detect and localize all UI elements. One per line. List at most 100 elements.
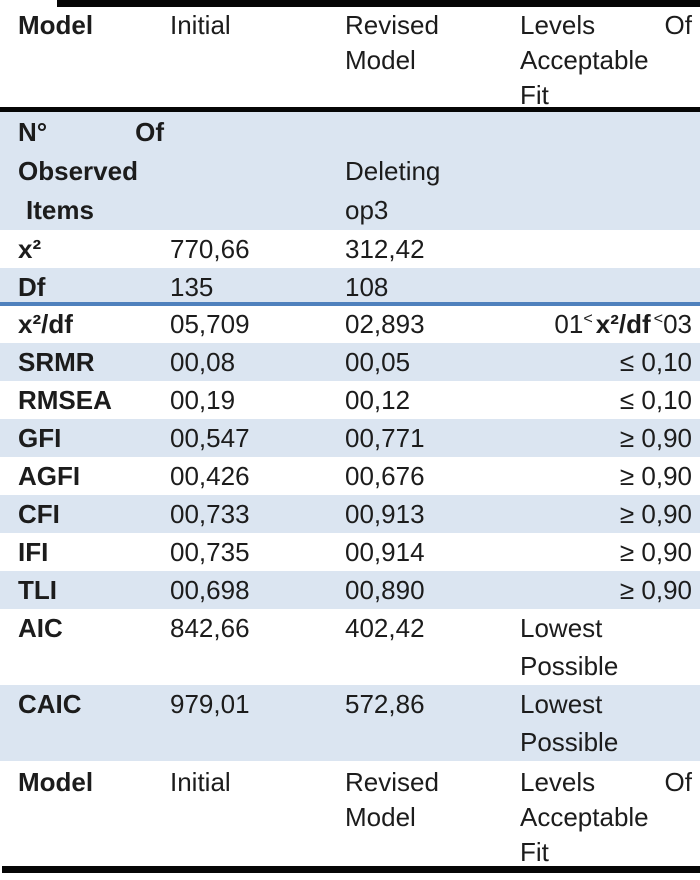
initial-value: 979,01 [170,689,250,719]
table-row-gfi: GFI 00,547 00,771 ≥ 0,90 [0,419,700,457]
row-label: TLI [18,575,57,605]
table-bottom-border [2,866,700,873]
fit-ratio-label: x²/df [595,309,651,339]
possible-line: Possible [520,651,619,681]
table-row-chi2-df: x²/df 05,709 02,893 01< x²/df <03 [0,306,700,343]
header-of-word: Of [664,10,692,40]
table-row-aic: AIC 842,66 402,42 Lowest Possible [0,609,700,685]
fit-criterion [520,268,700,302]
initial-value: 00,426 [170,461,250,491]
deleting-line: Deleting [345,156,441,186]
fit-criterion: ≤ 0,10 [619,347,692,377]
revised-value: 00,05 [345,347,411,377]
less-than-sign: < [653,309,664,328]
revised-value: 00,913 [345,499,425,529]
table-footer-row: Model Initial Revised Model Levels Of Ac… [0,761,700,865]
revised-value: 402,42 [345,613,425,643]
initial-value: 842,66 [170,613,250,643]
table-row-cfi: CFI 00,733 00,913 ≥ 0,90 [0,495,700,533]
header-revised-line1: Revised [345,10,439,40]
footer-levels-line3: Fit [520,837,549,865]
initial-value: 05,709 [170,309,250,339]
footer-levels-line2: Acceptable [520,802,649,832]
row-label: CAIC [18,689,82,719]
fit-upper-bound: 03 [663,309,692,339]
fit-criterion: ≥ 0,90 [619,423,692,453]
lowest-line: Lowest [520,689,603,719]
row-label: CFI [18,499,60,529]
table-row-ifi: IFI 00,735 00,914 ≥ 0,90 [0,533,700,571]
footer-revised-model: Revised Model [345,765,520,865]
row-label: GFI [18,423,62,453]
header-levels-line2: Acceptable [520,45,649,75]
possible-line: Possible [520,727,619,757]
op3-line: op3 [345,195,389,225]
initial-value: 00,733 [170,499,250,529]
table-row-df: Df 135 108 [0,268,700,306]
initial-value: 00,547 [170,423,250,453]
initial-value: 00,19 [170,385,236,415]
fit-criterion: Lowest Possible [520,609,700,685]
footer-model: Model [18,767,94,797]
observed-label-line2: Observed [18,156,138,186]
revised-value: Deleting op3 [345,113,520,230]
footer-levels-of-acceptable-fit: Levels Of Acceptable Fit [520,765,700,865]
fit-criterion: ≥ 0,90 [619,499,692,529]
table-row-rmsea: RMSEA 00,19 00,12 ≤ 0,10 [0,381,700,419]
row-label: AIC [18,613,63,643]
revised-value: 312,42 [345,234,425,264]
observed-label-line3: Items [26,195,94,225]
header-initial: Initial [170,10,231,40]
initial-value: 770,66 [170,234,250,264]
row-label: RMSEA [18,385,112,415]
header-model: Model [18,10,94,40]
footer-revised-line1: Revised [345,767,439,797]
revised-value: 572,86 [345,689,425,719]
fit-lower-bound: 01 [554,309,584,339]
row-label: x²/df [18,309,73,339]
footer-of-word: Of [664,767,692,797]
revised-value: 00,890 [345,575,425,605]
revised-value: 00,12 [345,385,411,415]
table-row-chi2: x² 770,66 312,42 [0,230,700,268]
header-levels-line1: Levels Of [520,8,692,43]
initial-value [170,113,345,230]
fit-criterion: ≥ 0,90 [619,537,692,567]
fit-criterion: ≤ 0,10 [619,385,692,415]
initial-value: 00,735 [170,537,250,567]
table-row-agfi: AGFI 00,426 00,676 ≥ 0,90 [0,457,700,495]
fit-criterion: ≥ 0,90 [619,575,692,605]
table-row-observed-items: N° Of Observed Items Deleting op3 [0,112,700,230]
footer-levels-line1: Levels Of [520,765,692,800]
header-revised-line2: Model [345,45,416,75]
initial-value: 135 [170,272,214,302]
row-label: SRMR [18,347,95,377]
initial-value: 00,08 [170,347,236,377]
footer-revised-line2: Model [345,802,416,832]
less-than-sign: < [583,309,593,328]
header-levels-word: Levels [520,10,596,40]
header-levels-of-acceptable-fit: Levels Of Acceptable Fit [520,8,700,107]
row-label: x² [18,234,42,264]
table-row-tli: TLI 00,698 00,890 ≥ 0,90 [0,571,700,609]
row-label: Df [18,272,46,302]
revised-value: 02,893 [345,309,425,339]
table-header-row: Model Initial Revised Model Levels Of Ac… [0,0,700,112]
fit-criterion: ≥ 0,90 [619,461,692,491]
fit-criterion [520,113,700,230]
of-text: Of [135,117,164,147]
lowest-line: Lowest [520,613,603,643]
revised-value: 00,771 [345,423,425,453]
table-top-border [57,0,700,7]
header-revised-model: Revised Model [345,8,520,107]
n-degree-text: N° [18,117,48,147]
row-label: N° Of Observed Items [0,113,170,230]
revised-value: 00,676 [345,461,425,491]
table-row-srmr: SRMR 00,08 00,05 ≤ 0,10 [0,343,700,381]
revised-value: 00,914 [345,537,425,567]
row-label: AGFI [18,461,81,491]
footer-initial: Initial [170,767,231,797]
footer-levels-word: Levels [520,767,596,797]
revised-value: 108 [345,272,389,302]
